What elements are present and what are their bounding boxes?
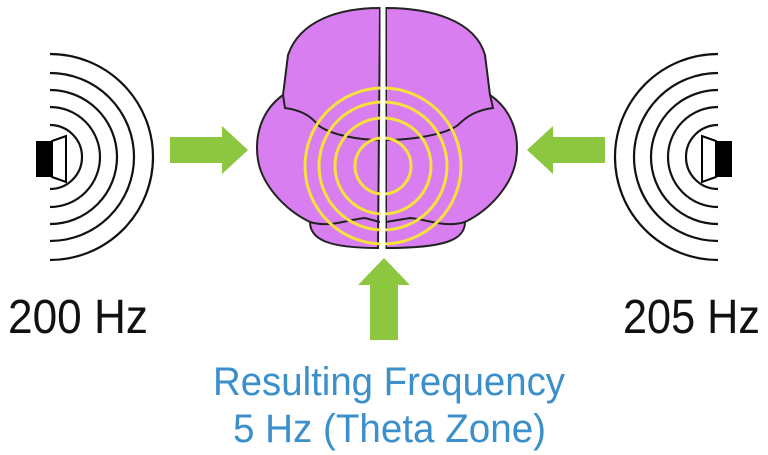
right-sound-waves-icon bbox=[613, 52, 718, 262]
right-speaker-icon bbox=[701, 134, 732, 184]
right-arrow-icon bbox=[527, 126, 605, 174]
left-arrow-icon bbox=[170, 126, 248, 174]
result-title: Resulting Frequency bbox=[213, 360, 565, 404]
brain-icon bbox=[256, 6, 518, 250]
up-arrow-icon bbox=[358, 258, 410, 340]
left-sound-waves-icon bbox=[50, 52, 155, 262]
left-speaker-icon bbox=[36, 134, 67, 184]
left-frequency-label: 200 Hz bbox=[8, 291, 148, 344]
right-frequency-label: 205 Hz bbox=[623, 291, 760, 344]
result-frequency: 5 Hz (Theta Zone) bbox=[233, 407, 546, 451]
